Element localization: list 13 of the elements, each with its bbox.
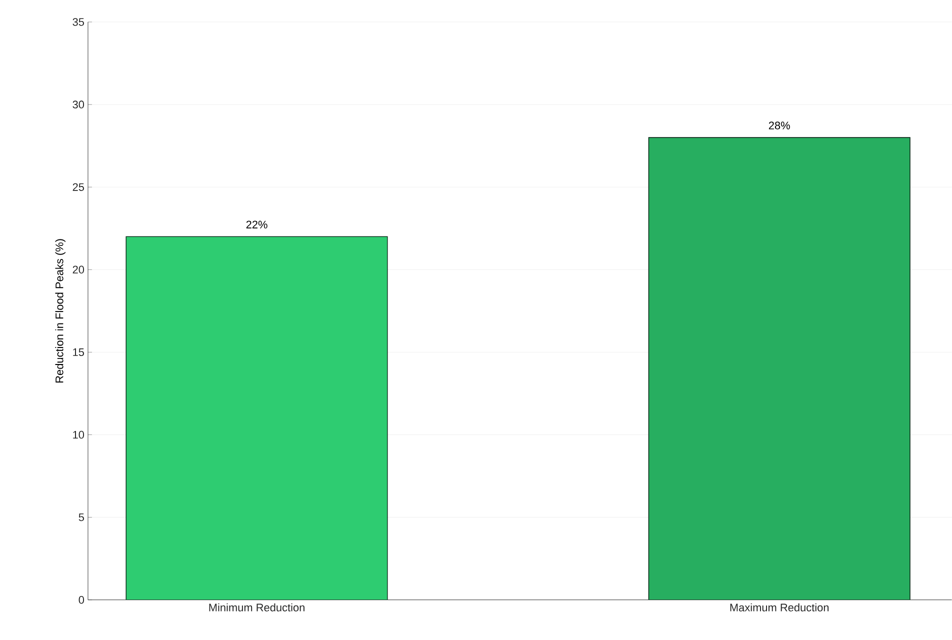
y-tick-label: 30 (72, 100, 84, 108)
y-tick-label: 0 (78, 596, 84, 604)
x-tick-label: Minimum Reduction (209, 603, 304, 612)
y-tick-label: 10 (73, 430, 84, 439)
y-tick-label: 35 (72, 18, 84, 26)
y-tick-label: 20 (72, 266, 84, 274)
y-tick-label: 5 (78, 514, 84, 522)
x-tick-label: Maximum Reduction (730, 603, 829, 612)
y-tick-label: 15 (73, 348, 84, 356)
y-tick-label: 25 (72, 183, 84, 192)
data-label: 28% (768, 122, 790, 130)
y-axis-title: Reduction in Flood Peaks (%) (55, 239, 66, 383)
data-label: 22% (246, 220, 268, 228)
